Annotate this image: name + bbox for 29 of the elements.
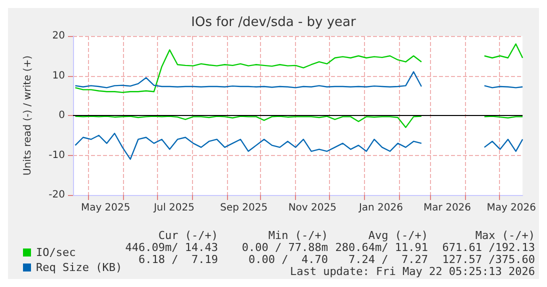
legend-label: Req Size (KB) (36, 261, 122, 274)
text: 280.64m/ 11.91 (335, 241, 428, 254)
y-tick-label: 0 (58, 110, 65, 121)
text: 6.18 / 7.19 (138, 253, 218, 266)
text: 671.61 /192.13 (442, 241, 535, 254)
y-axis-title: Units read (-) / write (+) (22, 55, 34, 176)
x-tick-label: Nov 2025 (288, 202, 336, 214)
text: Max (-/+) (475, 229, 535, 242)
y-tick-label: 10 (52, 70, 65, 82)
x-tick-label: Jan 2026 (358, 202, 403, 214)
x-tick-label: Mar 2026 (424, 202, 472, 214)
y-tick-label: -10 (48, 150, 65, 161)
legend-label: IO/sec (36, 246, 76, 259)
text: 0.00 / 77.88m (242, 241, 328, 254)
x-tick-label: Sep 2025 (220, 202, 268, 214)
y-tick-label: 20 (52, 30, 65, 42)
x-tick-label: May 2025 (80, 202, 130, 214)
x-tick-label: May 2026 (486, 202, 536, 214)
x-tick-label: Jul 2025 (152, 202, 195, 214)
text: 0.00 / 4.70 (248, 253, 328, 266)
text: 7.24 / 7.27 (348, 253, 428, 266)
text: Cur (-/+) (158, 229, 218, 242)
text: Last update: Fri May 22 05:25:13 2026 (290, 265, 535, 278)
text: Min (-/+) (268, 229, 328, 242)
text: 446.09m/ 14.43 (125, 241, 218, 254)
text: 127.57 /375.60 (442, 253, 535, 266)
y-tick-label: -20 (48, 190, 65, 200)
text: Avg (-/+) (368, 229, 428, 242)
chart-title: IOs for /dev/sda - by year (191, 15, 357, 30)
